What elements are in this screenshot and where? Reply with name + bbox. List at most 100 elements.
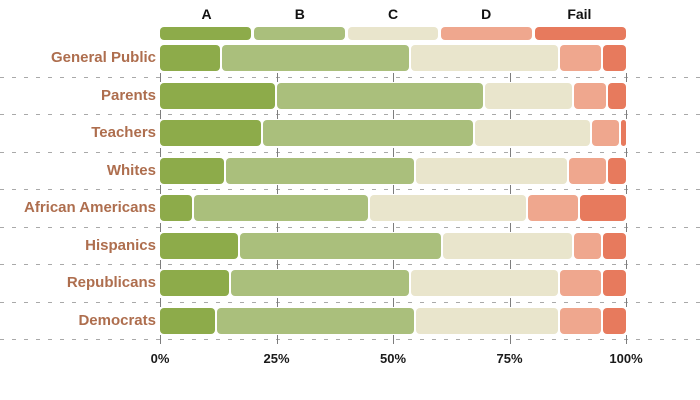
bar-segment-c: [415, 157, 568, 184]
bar-segment-a: [160, 270, 229, 296]
x-axis-label-25pct: 25%: [263, 351, 290, 366]
bar-segment-c: [411, 270, 558, 296]
gridline-tick: [276, 222, 278, 232]
row-label-general-public: General Public: [50, 49, 156, 66]
legend-swatch-b: [253, 27, 345, 40]
bar-segment-d: [527, 195, 579, 221]
bar-segment-a: [160, 157, 225, 184]
gridline-tick: [160, 335, 161, 345]
gridline-tick: [160, 185, 161, 195]
gridline-tick: [160, 297, 161, 307]
bar-segment-a: [160, 307, 215, 334]
dashed-separator: [0, 147, 700, 157]
bar-segment-a: [160, 120, 261, 146]
bar-segment-b: [239, 232, 442, 259]
bar-row-hispanics: [160, 232, 626, 259]
bar-row-teachers: [160, 120, 627, 146]
row-label-republicans: Republicans: [66, 274, 156, 291]
bar-segment-d: [573, 82, 606, 109]
legend-swatch-a: [160, 27, 251, 40]
legend-swatch-d: [441, 27, 533, 40]
dashed-separator: [0, 110, 700, 120]
gridline-tick: [509, 297, 511, 307]
dashed-separator: [0, 260, 700, 270]
bar-segment-b: [262, 120, 474, 146]
gridline-tick: [509, 185, 511, 195]
gridline-tick: [160, 222, 161, 232]
bar-segment-b: [221, 45, 410, 71]
gridline-tick: [626, 335, 627, 345]
bar-segment-d: [569, 157, 606, 184]
gridline-tick: [160, 260, 161, 270]
gridline-tick: [393, 260, 394, 270]
bar-segment-b: [226, 157, 414, 184]
legend-color-bar: [160, 27, 626, 40]
bar-segment-b: [230, 270, 410, 296]
gridline-tick: [276, 147, 278, 157]
legend-label-b: B: [294, 6, 305, 22]
gridline-tick: [626, 260, 627, 270]
dashed-separator: [0, 185, 700, 195]
legend-label-c: C: [387, 6, 399, 22]
dashed-separator: [0, 335, 700, 345]
gridline-tick: [626, 110, 627, 120]
dashed-separator: [0, 222, 700, 232]
legend-swatch-c: [347, 27, 439, 40]
gridline-tick: [393, 222, 394, 232]
gridline-tick: [393, 185, 394, 195]
bar-segment-d: [573, 232, 602, 259]
bar-segment-fail: [603, 232, 626, 259]
bar-segment-fail: [603, 307, 626, 334]
x-axis-label-0pct: 0%: [150, 351, 170, 366]
bar-row-parents: [160, 82, 626, 109]
gridline-tick: [509, 110, 511, 120]
bar-segment-fail: [607, 157, 626, 184]
gridline-tick: [626, 185, 627, 195]
bar-segment-c: [484, 82, 572, 109]
bar-segment-b: [216, 307, 414, 334]
row-label-african-americans: African Americans: [24, 199, 156, 216]
bar-segment-c: [415, 307, 558, 334]
gridline-tick: [509, 222, 511, 232]
x-axis-label-100pct: 100%: [609, 351, 643, 366]
gridline-tick: [276, 260, 278, 270]
bar-segment-d: [559, 45, 602, 71]
gridline-tick: [276, 335, 278, 345]
legend-label-a: A: [201, 6, 212, 22]
legend-label-d: D: [481, 6, 492, 22]
gridline-tick: [509, 335, 511, 345]
bar-segment-d: [559, 307, 602, 334]
bar-row-republicans: [160, 270, 627, 296]
bar-segment-fail: [621, 120, 627, 146]
bar-segment-fail: [580, 195, 626, 221]
row-label-whites: Whites: [106, 161, 156, 179]
x-axis-label-50pct: 50%: [379, 351, 407, 366]
bar-segment-d: [559, 270, 602, 296]
gridline-tick: [160, 72, 161, 82]
gridline-tick: [509, 147, 511, 157]
bar-segment-c: [475, 120, 590, 146]
gridline-tick: [276, 185, 278, 195]
gridline-tick: [509, 260, 511, 270]
gridline-tick: [276, 72, 278, 82]
gridline-tick: [626, 72, 627, 82]
bar-segment-c: [411, 45, 558, 71]
row-label-hispanics: Hispanics: [85, 236, 156, 254]
dashed-separator: [0, 297, 700, 307]
gridline-tick: [160, 110, 161, 120]
bar-row-whites: [160, 157, 626, 184]
bar-segment-c: [443, 232, 572, 259]
row-label-teachers: Teachers: [91, 124, 156, 141]
bar-segment-b: [276, 82, 483, 109]
bar-segment-d: [591, 120, 620, 146]
bar-segment-c: [370, 195, 526, 221]
gridline-tick: [509, 72, 511, 82]
bar-segment-a: [160, 45, 220, 71]
bar-segment-a: [160, 195, 193, 221]
gridline-tick: [160, 147, 161, 157]
bar-segment-b: [194, 195, 369, 221]
legend-label-fail: Fail: [567, 6, 592, 22]
gridline-tick: [393, 335, 394, 345]
bar-segment-a: [160, 82, 275, 109]
bar-row-general-public: [160, 45, 627, 71]
